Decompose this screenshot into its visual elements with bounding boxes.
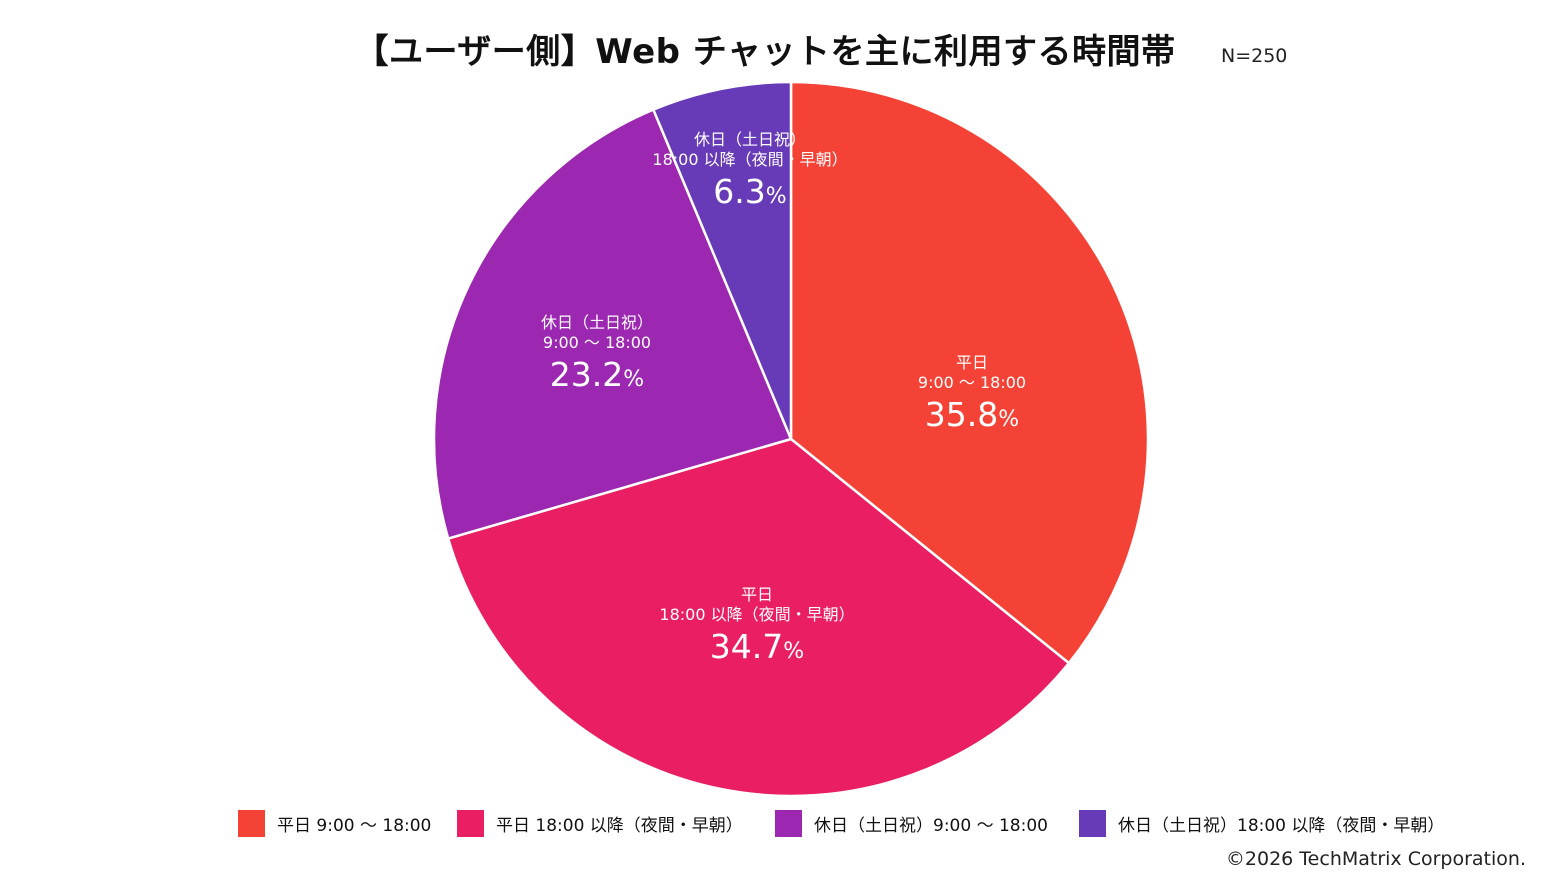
slice-label-line: 休日（土日祝） (540, 313, 654, 332)
slice-value-label: 34.7% (659, 627, 854, 672)
pie-slice-2 (446, 437, 1071, 798)
slice-value-unit: % (765, 184, 787, 209)
copyright-text: ©2026 TechMatrix Corporation. (1225, 848, 1526, 870)
legend-label: 休日（土日祝）18:00 以降（夜間・早朝） (1118, 815, 1445, 836)
slice-value-number: 34.7 (709, 627, 784, 666)
legend-label: 平日 18:00 以降（夜間・早朝） (496, 815, 743, 836)
legend-item-2: 平日 18:00 以降（夜間・早朝） (457, 806, 743, 840)
slice-label-3: 休日（土日祝） 9:00 ～ 18:00 23.2% (541, 313, 653, 400)
slice-value-label: 23.2% (541, 355, 653, 400)
slice-value-number: 6.3 (713, 172, 766, 211)
chart-legend: 平日 9:00 ～ 18:00 平日 18:00 以降（夜間・早朝） 休日（土日祝）… (0, 806, 1560, 840)
slice-value-unit: % (623, 367, 645, 392)
slice-value-number: 23.2 (549, 355, 624, 394)
pie-slice-1 (789, 80, 1150, 665)
slice-value-label: 6.3% (652, 172, 847, 217)
pie-slice-4 (652, 80, 793, 441)
slice-label-4: 休日（土日祝） 18:00 以降（夜間・早朝） 6.3% (652, 130, 847, 217)
legend-label: 平日 9:00 ～ 18:00 (277, 815, 432, 836)
legend-swatch (1079, 809, 1106, 837)
slice-value-unit: % (998, 407, 1020, 432)
slice-label-line: 9:00 ～ 18:00 (542, 333, 652, 352)
legend-item-3: 休日（土日祝）9:00 ～ 18:00 (775, 806, 1048, 840)
slice-label-line: 9:00 ～ 18:00 (917, 373, 1027, 392)
slice-label-line: 平日 (955, 353, 988, 372)
slice-label-1: 平日 9:00 ～ 18:00 35.8% (918, 353, 1026, 440)
slice-value-label: 35.8% (918, 395, 1026, 440)
pie-slice-3 (432, 108, 793, 540)
chart-title: 【ユーザー側】Web チャットを主に利用する時間帯 (354, 32, 1176, 72)
legend-item-1: 平日 9:00 ～ 18:00 (238, 806, 431, 840)
slice-label-line: 18:00 以降（夜間・早朝） (659, 605, 855, 624)
slice-label-line: 平日 (740, 585, 774, 604)
legend-swatch (238, 809, 265, 837)
slice-label-line: 18:00 以降（夜間・早朝） (652, 150, 848, 169)
slice-value-unit: % (783, 639, 805, 664)
legend-label: 休日（土日祝）9:00 ～ 18:00 (814, 815, 1048, 836)
legend-swatch (775, 809, 802, 837)
sample-size-label: N=250 (1221, 45, 1288, 67)
slice-label-2: 平日 18:00 以降（夜間・早朝） 34.7% (659, 585, 854, 672)
slice-label-line: 休日（土日祝） (693, 130, 807, 149)
slice-value-number: 35.8 (924, 395, 999, 434)
legend-item-4: 休日（土日祝）18:00 以降（夜間・早朝） (1079, 806, 1444, 840)
legend-swatch (457, 809, 484, 837)
